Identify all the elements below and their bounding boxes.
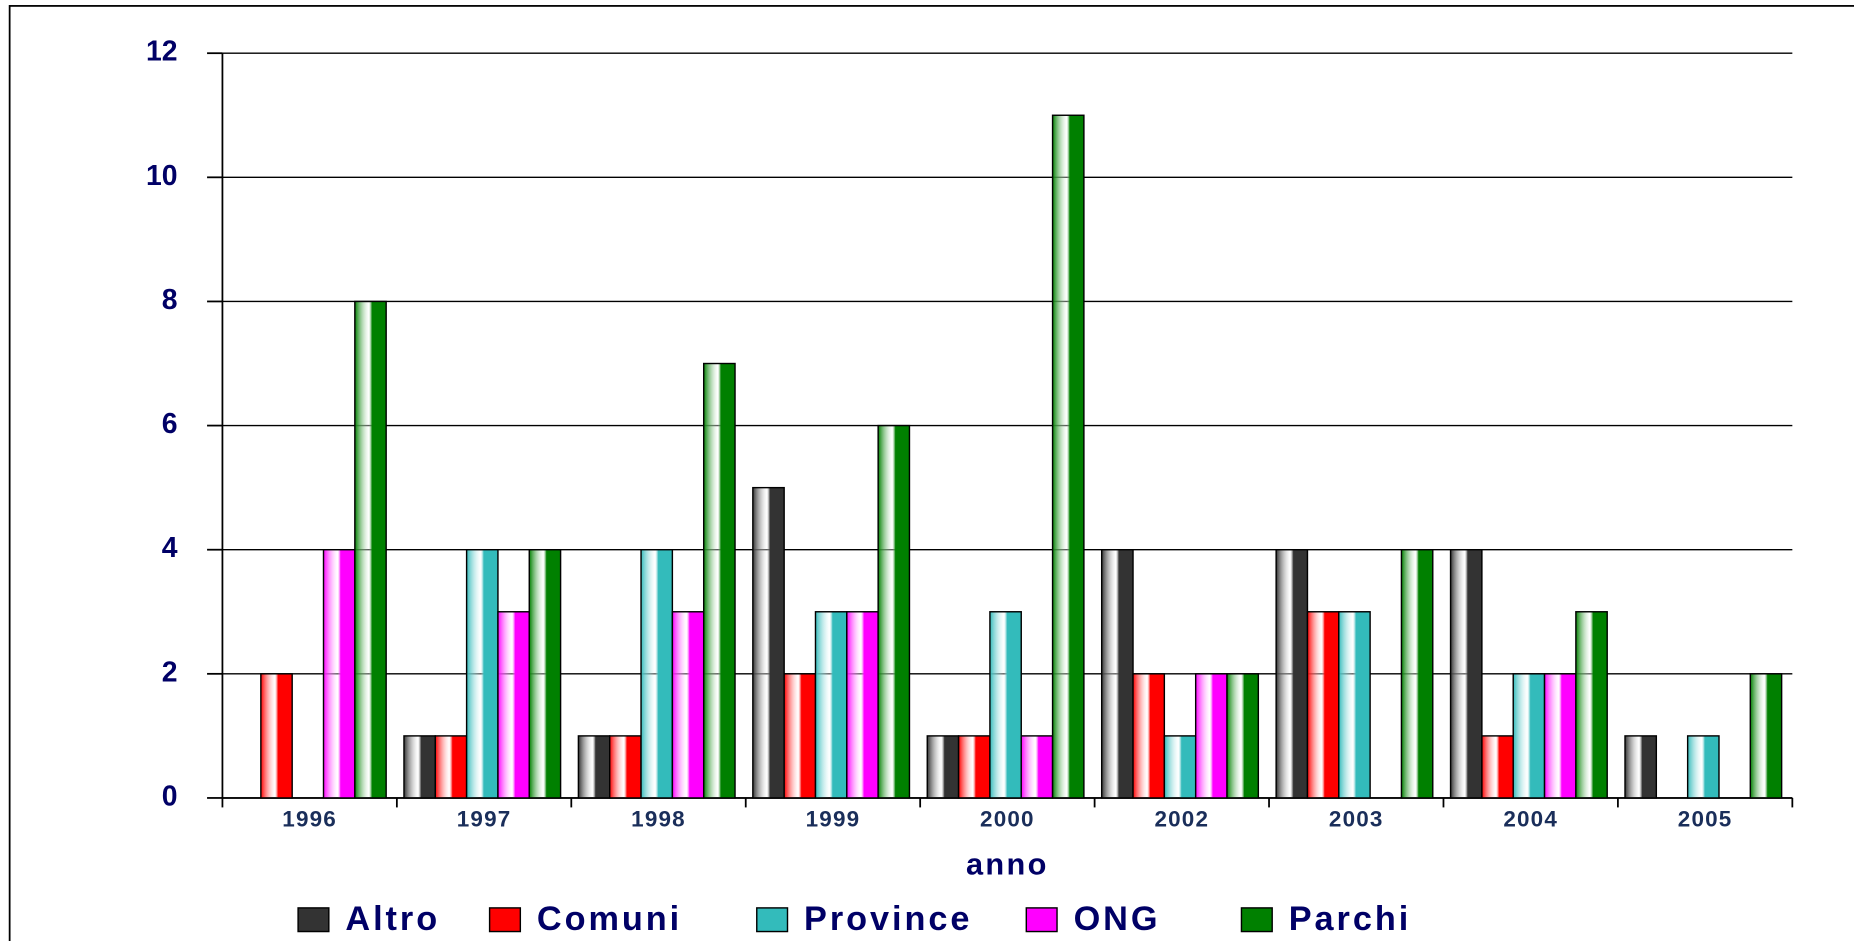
bar bbox=[1051, 114, 1085, 799]
bar bbox=[609, 735, 642, 799]
bar bbox=[1132, 673, 1166, 799]
bar bbox=[577, 735, 611, 799]
x-tick-label: 2002 bbox=[1154, 806, 1209, 831]
y-tick-label: 10 bbox=[146, 160, 178, 192]
x-tick-label: 2004 bbox=[1503, 806, 1558, 831]
x-tick-label: 1996 bbox=[282, 806, 337, 831]
x-tick-label: 1999 bbox=[806, 806, 861, 831]
bar bbox=[1749, 673, 1783, 799]
bar bbox=[497, 611, 530, 799]
bar bbox=[1543, 673, 1577, 799]
bar bbox=[528, 548, 562, 799]
bar bbox=[1624, 735, 1658, 799]
legend-label: ONG bbox=[1074, 900, 1161, 938]
x-tick-label: 1997 bbox=[457, 806, 512, 831]
legend-swatch bbox=[1240, 907, 1273, 933]
bar bbox=[1481, 735, 1514, 799]
bar bbox=[671, 611, 705, 799]
bar bbox=[957, 735, 991, 799]
y-tick-label: 2 bbox=[162, 656, 178, 688]
bar bbox=[354, 300, 387, 799]
bar bbox=[783, 673, 817, 799]
bar bbox=[1226, 673, 1260, 799]
bar bbox=[1338, 611, 1371, 799]
legend-label: Altro bbox=[345, 900, 440, 938]
bar bbox=[1400, 548, 1434, 799]
bar bbox=[1194, 673, 1228, 799]
bar bbox=[434, 735, 468, 799]
x-axis-label: anno bbox=[966, 847, 1049, 882]
bar bbox=[1686, 735, 1720, 799]
bar bbox=[403, 735, 436, 799]
y-tick-label: 12 bbox=[146, 36, 178, 68]
x-tick-label: 2005 bbox=[1678, 806, 1733, 831]
legend-swatch bbox=[488, 907, 522, 933]
y-tick-label: 0 bbox=[162, 780, 178, 812]
y-tick-label: 6 bbox=[162, 408, 178, 440]
bar bbox=[752, 486, 785, 799]
bar bbox=[989, 611, 1022, 799]
y-tick-label: 8 bbox=[162, 284, 178, 316]
bar bbox=[640, 548, 674, 799]
legend-swatch bbox=[297, 907, 330, 933]
bar bbox=[1512, 673, 1546, 799]
bar bbox=[1163, 735, 1197, 799]
legend-label: Parchi bbox=[1289, 900, 1412, 938]
bar bbox=[702, 362, 736, 799]
bar bbox=[877, 424, 911, 799]
bar bbox=[1449, 548, 1483, 799]
bar bbox=[926, 735, 960, 799]
legend-swatch bbox=[756, 907, 789, 933]
bar bbox=[846, 611, 879, 799]
bar bbox=[1100, 548, 1134, 799]
bar bbox=[1275, 548, 1309, 799]
bar bbox=[1306, 611, 1340, 799]
bar bbox=[322, 548, 356, 799]
legend-swatch bbox=[1025, 907, 1058, 933]
y-tick-label: 4 bbox=[162, 532, 178, 564]
x-tick-label: 2003 bbox=[1329, 806, 1384, 831]
bar bbox=[465, 548, 499, 799]
legend-label: Province bbox=[804, 900, 972, 938]
legend-label: Comuni bbox=[537, 900, 682, 938]
bar bbox=[1575, 611, 1608, 799]
x-tick-label: 2000 bbox=[980, 806, 1035, 831]
bar bbox=[1020, 735, 1054, 799]
bar bbox=[814, 611, 848, 799]
chart-border bbox=[8, 5, 1854, 941]
bar bbox=[260, 673, 293, 799]
x-tick-label: 1998 bbox=[631, 806, 686, 831]
